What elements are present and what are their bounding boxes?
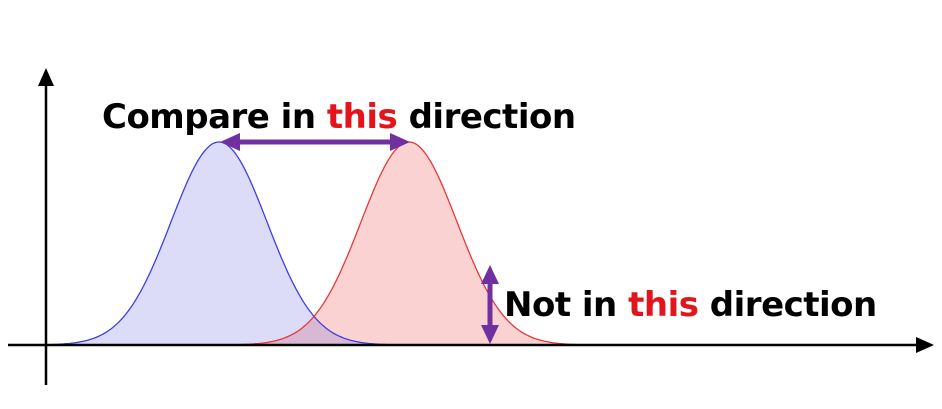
y-axis — [38, 68, 54, 385]
not-label-suffix: direction — [698, 285, 877, 325]
vertical-double-arrow — [481, 265, 499, 344]
left-distribution-fill — [40, 142, 400, 345]
x-axis — [8, 337, 934, 353]
not-label-prefix: Not in — [504, 285, 629, 325]
horizontal-double-arrow — [220, 133, 410, 151]
y-axis-arrowhead — [38, 68, 54, 86]
compare-label-prefix: Compare in — [102, 97, 327, 137]
compare-label-highlight: this — [326, 97, 398, 137]
right-arrowhead — [390, 133, 410, 151]
not-label-highlight: this — [628, 285, 699, 325]
x-axis-arrowhead — [916, 337, 934, 353]
bottom-arrowhead — [481, 325, 499, 344]
compare-direction-label: Compare in this direction — [102, 100, 576, 134]
top-arrowhead — [481, 265, 499, 284]
right-distribution-fill — [230, 142, 590, 345]
not-direction-label: Not in this direction — [504, 288, 877, 322]
left-arrowhead — [220, 133, 240, 151]
compare-label-suffix: direction — [397, 97, 576, 137]
